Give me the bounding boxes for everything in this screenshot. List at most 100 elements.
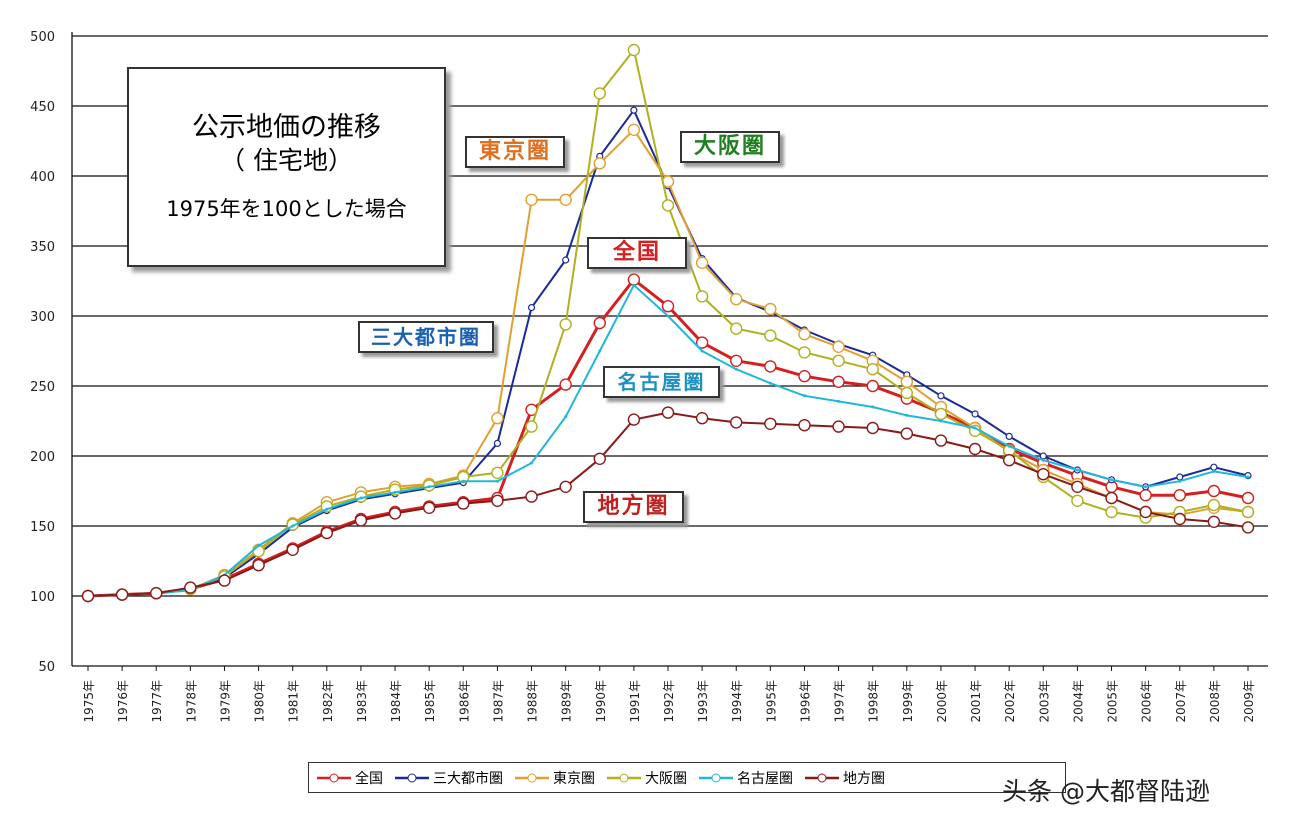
data-point [627, 43, 641, 57]
legend-label: 三大都市圏 [433, 770, 503, 787]
legend-item: 大阪圏 [607, 768, 687, 788]
data-point [525, 490, 538, 503]
x-tick-label: 1986年 [457, 680, 471, 723]
data-point [1173, 489, 1186, 502]
data-point [939, 419, 943, 423]
data-point [866, 421, 879, 435]
data-point [1241, 491, 1255, 505]
data-point [150, 587, 163, 600]
data-point [666, 314, 670, 318]
legend-item: 地方圏 [805, 768, 885, 788]
data-point [764, 302, 777, 316]
data-point [730, 354, 743, 367]
x-tick-label: 1975年 [82, 680, 96, 723]
data-point [252, 545, 265, 558]
x-tick-label: 1985年 [423, 680, 437, 723]
data-point [115, 588, 129, 601]
data-point [730, 322, 743, 335]
data-point [393, 490, 397, 494]
data-point [1176, 473, 1184, 481]
x-tick-label: 1995年 [764, 680, 778, 723]
data-point [1037, 468, 1050, 481]
data-point [730, 293, 743, 306]
data-point [527, 304, 536, 312]
data-point [661, 199, 675, 212]
data-point [491, 494, 504, 507]
data-point [598, 349, 602, 353]
legend-swatch [317, 773, 351, 782]
data-point [1075, 468, 1079, 472]
x-tick-label: 2006年 [1140, 680, 1154, 723]
legend-label: 名古屋圏 [737, 770, 793, 787]
x-tick-label: 2007年 [1174, 680, 1188, 723]
data-point [695, 290, 709, 303]
data-point [1002, 454, 1016, 467]
data-point [798, 419, 811, 432]
data-point [593, 316, 606, 330]
y-tick-label: 150 [30, 520, 55, 535]
legend-swatch [515, 773, 549, 782]
legend-item: 東京圏 [515, 768, 595, 788]
legend-item: 全国 [317, 768, 383, 788]
data-point [934, 434, 948, 447]
data-point [798, 328, 811, 341]
x-tick-label: 1981年 [287, 680, 301, 723]
legend-label: 東京圏 [553, 770, 595, 787]
data-point [627, 123, 641, 137]
x-tick-label: 1982年 [321, 680, 335, 723]
x-tick-label: 1980年 [253, 680, 267, 723]
data-point [900, 375, 914, 388]
legend-label: 地方圏 [843, 770, 885, 787]
data-point [320, 526, 334, 540]
x-tick-label: 1993年 [696, 680, 710, 723]
data-point [291, 524, 295, 528]
data-point [325, 507, 329, 511]
chart-subtitle: （ 住宅地） [220, 146, 353, 175]
data-point [1105, 491, 1118, 505]
x-tick-label: 2001年 [969, 680, 983, 723]
data-point [832, 375, 845, 388]
data-point [1110, 478, 1114, 482]
x-tick-label: 1997年 [833, 680, 847, 723]
data-point [1071, 494, 1084, 507]
x-tick-label: 1987年 [491, 680, 505, 723]
data-point [832, 420, 845, 433]
data-point [730, 416, 743, 429]
annotation-osaka: 大阪圏 [680, 131, 780, 163]
annotation-three-metro: 三大都市圏 [358, 321, 494, 353]
legend-item: 名古屋圏 [699, 768, 793, 788]
data-point [286, 543, 299, 556]
x-tick-label: 2002年 [1003, 680, 1017, 723]
x-tick-label: 1989年 [560, 680, 574, 723]
data-point [593, 452, 606, 465]
data-point [257, 544, 261, 548]
data-point [461, 479, 465, 483]
x-tick-label: 1996年 [798, 680, 812, 723]
data-point [1105, 505, 1118, 519]
data-point [866, 363, 879, 376]
x-tick-label: 1992年 [662, 680, 676, 723]
data-point [764, 329, 777, 342]
annotation-national: 全国 [587, 237, 687, 269]
x-tick-label: 2000年 [935, 680, 949, 723]
legend-label: 大阪圏 [645, 770, 687, 787]
y-tick-label: 250 [30, 380, 55, 395]
data-point [695, 336, 709, 349]
data-point [734, 367, 738, 371]
y-tick-label: 200 [30, 450, 55, 465]
data-point [1210, 463, 1218, 471]
x-tick-label: 1976年 [116, 680, 130, 723]
data-point [900, 427, 914, 440]
data-point [495, 479, 499, 483]
data-point [559, 480, 572, 493]
data-point [1173, 512, 1186, 526]
data-point [1178, 479, 1182, 483]
data-point [593, 157, 606, 170]
data-point [184, 581, 197, 594]
y-tick-label: 50 [38, 660, 55, 675]
data-point [695, 412, 709, 425]
data-point [695, 256, 709, 269]
data-point [1144, 485, 1148, 489]
data-point [627, 413, 641, 426]
x-tick-label: 2003年 [1037, 680, 1051, 723]
